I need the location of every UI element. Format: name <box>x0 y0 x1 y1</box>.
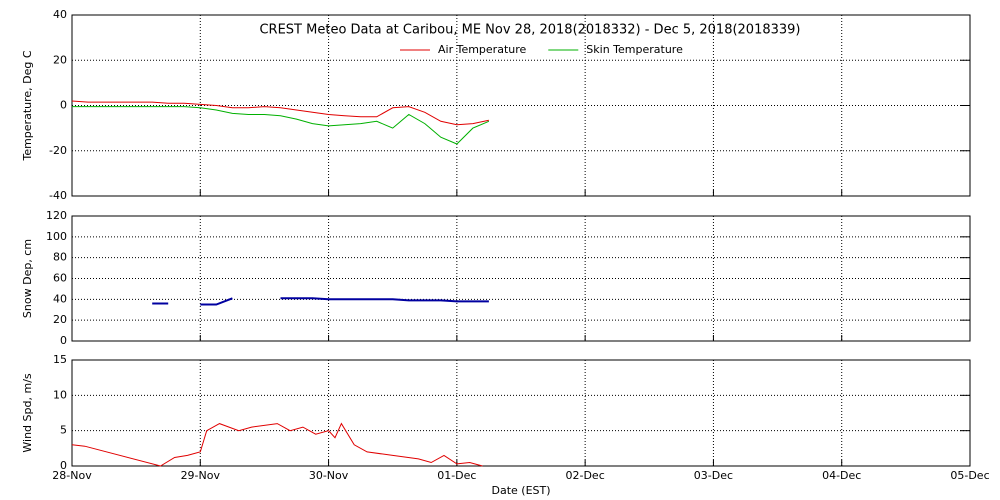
legend-label: Air Temperature <box>438 43 527 56</box>
y-tick-label: 20 <box>53 53 67 66</box>
y-tick-label: 80 <box>53 251 67 264</box>
y-tick-label: 0 <box>60 334 67 347</box>
y-tick-label: 0 <box>60 459 67 472</box>
y-tick-label: 10 <box>53 388 67 401</box>
y-axis-label: Snow Dep, cm <box>21 239 34 318</box>
y-tick-label: 100 <box>46 230 67 243</box>
series-line <box>72 106 490 145</box>
y-tick-label: 120 <box>46 209 67 222</box>
x-tick-label: 28-Nov <box>52 469 92 482</box>
x-tick-label: 05-Dec <box>950 469 989 482</box>
y-tick-label: 40 <box>53 292 67 305</box>
series-line <box>71 100 490 126</box>
series-line <box>71 422 483 467</box>
x-tick-label: 02-Dec <box>566 469 605 482</box>
series-line <box>152 297 489 306</box>
x-tick-label: 30-Nov <box>309 469 349 482</box>
y-tick-label: -20 <box>49 144 67 157</box>
x-axis-label: Date (EST) <box>491 484 550 497</box>
x-tick-label: 04-Dec <box>822 469 861 482</box>
y-tick-label: 0 <box>60 99 67 112</box>
y-tick-label: 20 <box>53 313 67 326</box>
y-tick-label: -40 <box>49 189 67 202</box>
y-tick-label: 60 <box>53 272 67 285</box>
plot-frame <box>71 359 971 467</box>
y-tick-label: 40 <box>53 8 67 21</box>
chart-title: CREST Meteo Data at Caribou, ME Nov 28, … <box>259 23 800 38</box>
y-tick-label: 5 <box>60 424 67 437</box>
y-tick-label: 15 <box>53 353 67 366</box>
x-tick-label: 29-Nov <box>181 469 221 482</box>
x-tick-label: 01-Dec <box>437 469 476 482</box>
legend-label: Skin Temperature <box>586 43 683 56</box>
y-axis-label: Temperature, Deg C <box>21 50 34 161</box>
y-axis-label: Wind Spd, m/s <box>21 373 34 453</box>
x-tick-label: 03-Dec <box>694 469 733 482</box>
